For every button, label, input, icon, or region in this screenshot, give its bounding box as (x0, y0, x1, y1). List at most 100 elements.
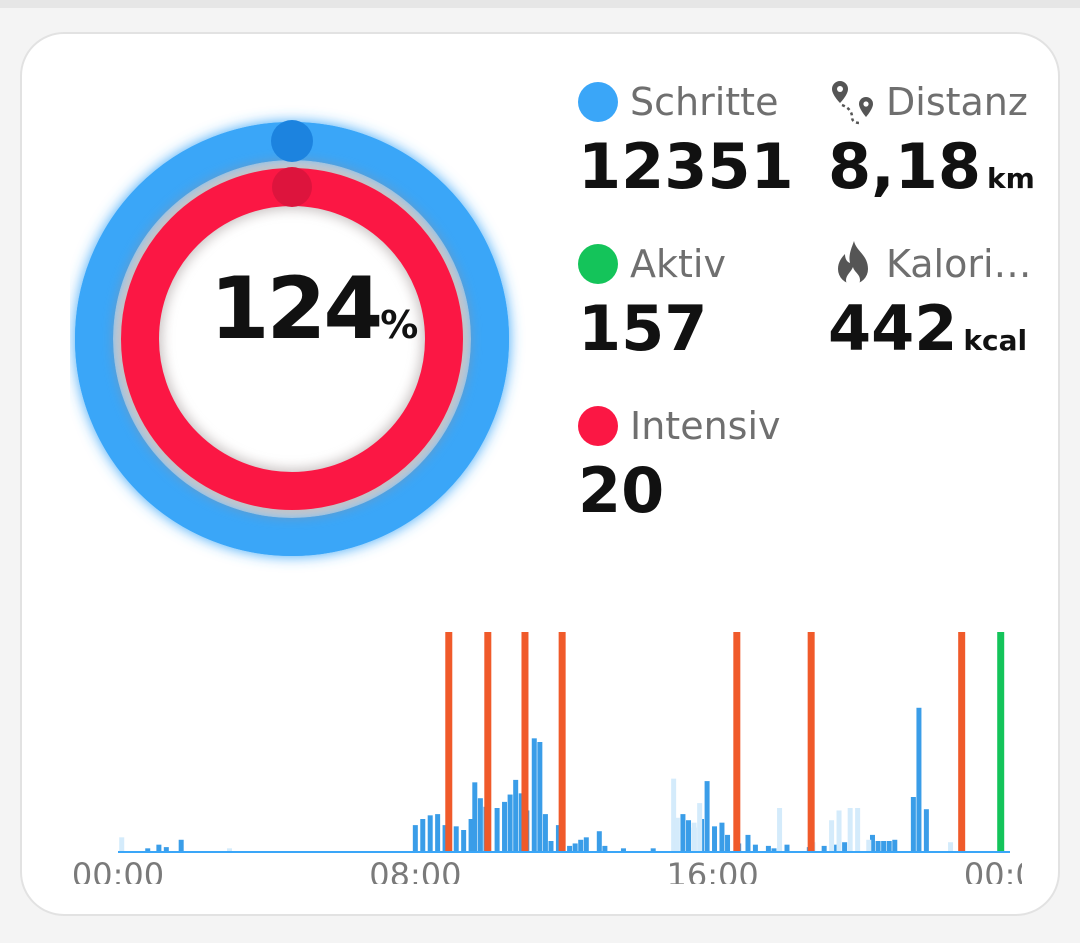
chart-bar-s0-57 (892, 839, 898, 852)
chart-bar-s0-5 (420, 819, 426, 852)
intensive-metric[interactable]: Intensiv 20 (578, 400, 781, 522)
calories-metric[interactable]: Kalori… 442 kcal (828, 238, 1032, 360)
chart-bar-s1-0 (119, 837, 125, 852)
chart-bar-s0-42 (725, 834, 731, 852)
chart-bar-s0-9 (453, 826, 459, 852)
chart-bar-s1-2 (671, 778, 677, 852)
chart-bar-s2-0 (445, 632, 453, 852)
chart-bar-s0-28 (578, 839, 584, 852)
chart-bar-s0-35 (680, 814, 686, 852)
chart-bar-s0-55 (881, 841, 887, 852)
goal-percentage-unit: % (380, 303, 419, 347)
goal-percentage: 124% (134, 266, 494, 352)
chart-bar-s2-6 (958, 632, 966, 852)
chart-bar-s0-11 (468, 819, 474, 852)
chart-bar-s0-18 (513, 779, 519, 852)
chart-bar-s0-59 (916, 707, 922, 852)
top-bar (0, 0, 1080, 8)
chart-bar-s1-12 (948, 842, 954, 852)
chart-bar-s2-5 (807, 632, 815, 852)
chart-bar-s0-53 (869, 834, 875, 852)
chart-bar-s0-2 (163, 847, 169, 852)
intensive-label: Intensiv (630, 404, 781, 448)
active-metric[interactable]: Aktiv 157 (578, 238, 726, 360)
chart-bar-s1-13 (866, 839, 872, 852)
chart-bar-s0-7 (435, 814, 441, 852)
chart-bar-s0-51 (832, 844, 838, 852)
calories-label: Kalori… (886, 242, 1032, 286)
chart-bar-s1-10 (847, 808, 853, 852)
calories-unit: kcal (963, 324, 1028, 357)
chart-bar-s2-2 (521, 632, 529, 852)
chart-bar-s0-47 (771, 848, 777, 852)
intensive-dot-icon (578, 406, 618, 446)
chart-bar-s0-27 (572, 843, 578, 852)
chart-bar-s2-4 (733, 632, 741, 852)
chart-bar-s0-40 (712, 826, 718, 852)
distance-label: Distanz (886, 80, 1028, 124)
chart-bar-s0-26 (567, 845, 573, 852)
distance-metric[interactable]: Distanz 8,18 km (828, 76, 1035, 198)
chart-bar-s0-25 (555, 825, 561, 852)
steps-dot-icon (578, 82, 618, 122)
chart-bar-s0-13 (477, 798, 483, 852)
chart-bar-s2-1 (484, 632, 492, 852)
chart-bar-s2-3 (558, 632, 566, 852)
steps-metric[interactable]: Schritte 12351 (578, 76, 794, 198)
chart-bar-s1-5 (697, 803, 703, 852)
chart-bar-s0-16 (502, 801, 508, 852)
chart-bar-s0-30 (596, 831, 602, 852)
intensive-value: 20 (578, 454, 665, 527)
steps-value: 12351 (578, 130, 794, 203)
flame-icon (828, 239, 878, 289)
chart-bar-s0-39 (704, 781, 710, 852)
chart-bar-s0-23 (542, 814, 548, 852)
chart-bar-s0-33 (650, 848, 656, 852)
chart-bar-s1-8 (829, 820, 835, 852)
chart-bar-s0-21 (531, 738, 537, 852)
chart-bar-s0-19 (518, 793, 524, 852)
activity-rings (75, 120, 509, 556)
activity-chart[interactable]: 00:00 08:00 16:00 00:00 (62, 614, 1022, 884)
chart-bar-s0-22 (537, 742, 543, 852)
chart-bar-s0-29 (583, 837, 589, 852)
chart-bar-s0-36 (686, 820, 692, 852)
chart-bar-s0-15 (494, 808, 500, 852)
chart-bar-s1-4 (691, 822, 697, 852)
chart-bar-s0-4 (412, 825, 418, 852)
chart-bar-s0-60 (923, 809, 929, 852)
x-tick-label: 16:00 (667, 856, 759, 884)
chart-bar-s0-1 (156, 844, 162, 852)
x-tick-label: 08:00 (369, 856, 461, 884)
chart-bar-s0-8 (442, 825, 448, 852)
chart-bar-s0-56 (886, 841, 892, 852)
chart-bar-s0-58 (910, 797, 916, 852)
chart-bar-s0-32 (620, 848, 626, 852)
x-tick-label: 00:00 (72, 856, 164, 884)
chart-bar-s0-52 (842, 842, 848, 852)
chart-bar-s0-12 (472, 782, 478, 852)
chart-bar-s0-45 (752, 844, 758, 852)
chart-bar-s0-54 (875, 841, 881, 852)
chart-bar-s0-24 (548, 841, 554, 852)
chart-bar-s1-6 (777, 808, 783, 852)
chart-bar-s3-0 (997, 632, 1005, 852)
chart-bar-s0-17 (507, 794, 513, 852)
chart-bar-s0-46 (765, 845, 771, 852)
chart-bar-s0-6 (427, 815, 433, 852)
chart-bar-s0-50 (821, 845, 827, 852)
outer-ring-end-cap (271, 120, 313, 162)
chart-bar-s0-0 (145, 848, 151, 852)
activity-card[interactable]: 124% Schritte 12351 Distanz 8,18 km (20, 32, 1060, 916)
chart-bar-s0-44 (745, 834, 751, 852)
distance-unit: km (986, 162, 1035, 195)
chart-bar-s1-3 (674, 817, 680, 852)
chart-bar-s0-41 (719, 822, 725, 852)
chart-bar-s1-1 (227, 848, 232, 852)
chart-bar-s0-3 (178, 839, 184, 852)
active-label: Aktiv (630, 242, 726, 286)
chart-bar-s1-9 (836, 810, 842, 852)
chart-bar-s0-10 (461, 830, 467, 852)
active-dot-icon (578, 244, 618, 284)
chart-bar-s0-48 (784, 844, 790, 852)
